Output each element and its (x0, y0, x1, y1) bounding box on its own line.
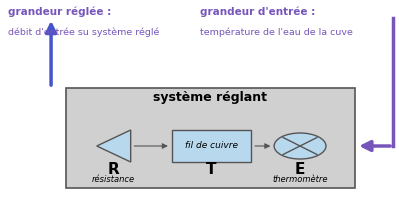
Circle shape (274, 133, 326, 159)
Text: E: E (295, 162, 305, 176)
Text: débit d'entrée su système réglé: débit d'entrée su système réglé (8, 27, 159, 37)
Text: fil de cuivre: fil de cuivre (185, 142, 238, 150)
Bar (66, 88, 355, 188)
Bar (172, 130, 251, 162)
Polygon shape (97, 130, 130, 162)
Text: résistance: résistance (92, 174, 135, 184)
Text: grandeur réglée :: grandeur réglée : (8, 7, 111, 17)
Text: T: T (206, 162, 217, 176)
Text: système réglant: système réglant (154, 92, 267, 104)
Text: grandeur d'entrée :: grandeur d'entrée : (200, 7, 315, 17)
Text: thermomètre: thermomètre (272, 174, 328, 184)
Text: R: R (108, 162, 120, 176)
Text: température de l'eau de la cuve: température de l'eau de la cuve (200, 27, 352, 37)
